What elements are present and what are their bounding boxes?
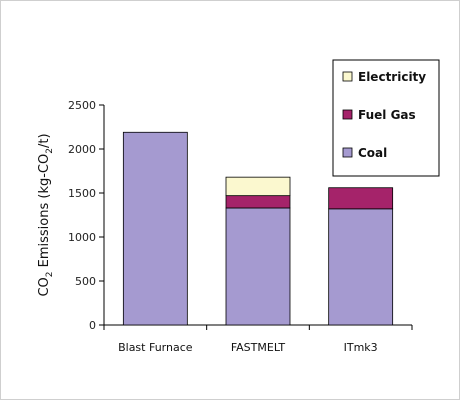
y-tick-label-500: 500 (75, 275, 96, 288)
y-tick-label-1500: 1500 (68, 187, 96, 200)
y-axis-label-sub2: 2 (45, 148, 55, 154)
legend-swatch-fuel-gas (342, 109, 353, 120)
y-axis-label: CO2 Emissions (kg-CO2/t) (37, 133, 55, 296)
bar-coal-2 (328, 208, 394, 326)
y-axis-label-end: /t) (37, 133, 52, 148)
y-axis-label-sub: 2 (45, 271, 55, 277)
legend-swatch-coal (342, 147, 353, 158)
y-axis-label-co: CO (37, 277, 52, 296)
plot-area: 0 500 1000 1500 2000 2500 Blast Furnace FASTMEL… (68, 99, 413, 354)
y-tick-label-1000: 1000 (68, 231, 96, 244)
legend: Electricity Fuel Gas Coal (332, 59, 440, 177)
bar-fuel-gas-1 (225, 195, 291, 209)
bar-electricity-1 (225, 176, 291, 197)
legend-label-fuel-gas: Fuel Gas (358, 108, 416, 122)
y-axis-label-mid: Emissions (kg-CO (37, 154, 52, 272)
bar-coal-1 (225, 207, 291, 326)
y-tick-label-2000: 2000 (68, 143, 96, 156)
category-label-1: FASTMELT (231, 341, 286, 354)
y-tick-label-0: 0 (89, 319, 96, 332)
bar-coal-0 (122, 131, 188, 326)
bar-fuel-gas-2 (328, 187, 394, 210)
y-tick-label-2500: 2500 (68, 99, 96, 112)
legend-label-coal: Coal (358, 146, 387, 160)
category-label-0: Blast Furnace (118, 341, 193, 354)
legend-label-electricity: Electricity (358, 70, 426, 84)
category-label-2: ITmk3 (344, 341, 378, 354)
legend-swatch-electricity (342, 71, 353, 82)
